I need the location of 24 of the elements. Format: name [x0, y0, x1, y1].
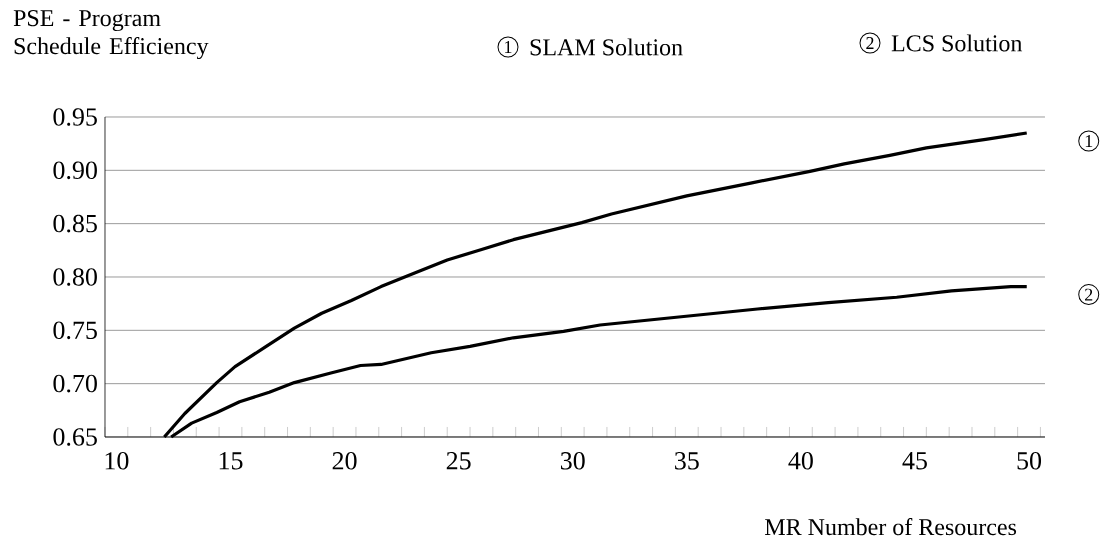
y-tick-label: 0.80 — [53, 268, 97, 286]
legend-label: LCS Solution — [891, 34, 1023, 52]
x-tick-label: 25 — [446, 452, 471, 470]
y-tick-label: 0.65 — [53, 428, 97, 446]
y-tick-label: 0.70 — [53, 374, 97, 393]
x-tick-label: 15 — [219, 452, 243, 470]
text: 2 — [866, 37, 874, 49]
x-tick-label: 35 — [675, 452, 699, 470]
x-tick-label: 10 — [105, 452, 129, 470]
x-tick-label: 50 — [1017, 452, 1042, 470]
text: 1 — [1085, 135, 1093, 147]
x-tick-label: 45 — [902, 452, 927, 470]
x-axis-title: MR Number of Resources — [765, 518, 1017, 536]
y-tick-label: 0.85 — [53, 214, 97, 233]
y-tick-label: 0.90 — [53, 161, 97, 180]
legend-label: SLAM Solution — [530, 38, 683, 56]
x-tick-label: 30 — [560, 452, 585, 470]
x-tick-label: 40 — [788, 452, 813, 470]
text: 2 — [1085, 288, 1093, 301]
y-axis-title: PSE - Program Schedule Efficiency — [13, 10, 209, 60]
y-tick-label: 0.75 — [53, 321, 97, 340]
y-tick-label: 0.95 — [53, 108, 97, 126]
x-tick-label: 20 — [332, 452, 357, 470]
text: 1 — [505, 41, 512, 53]
